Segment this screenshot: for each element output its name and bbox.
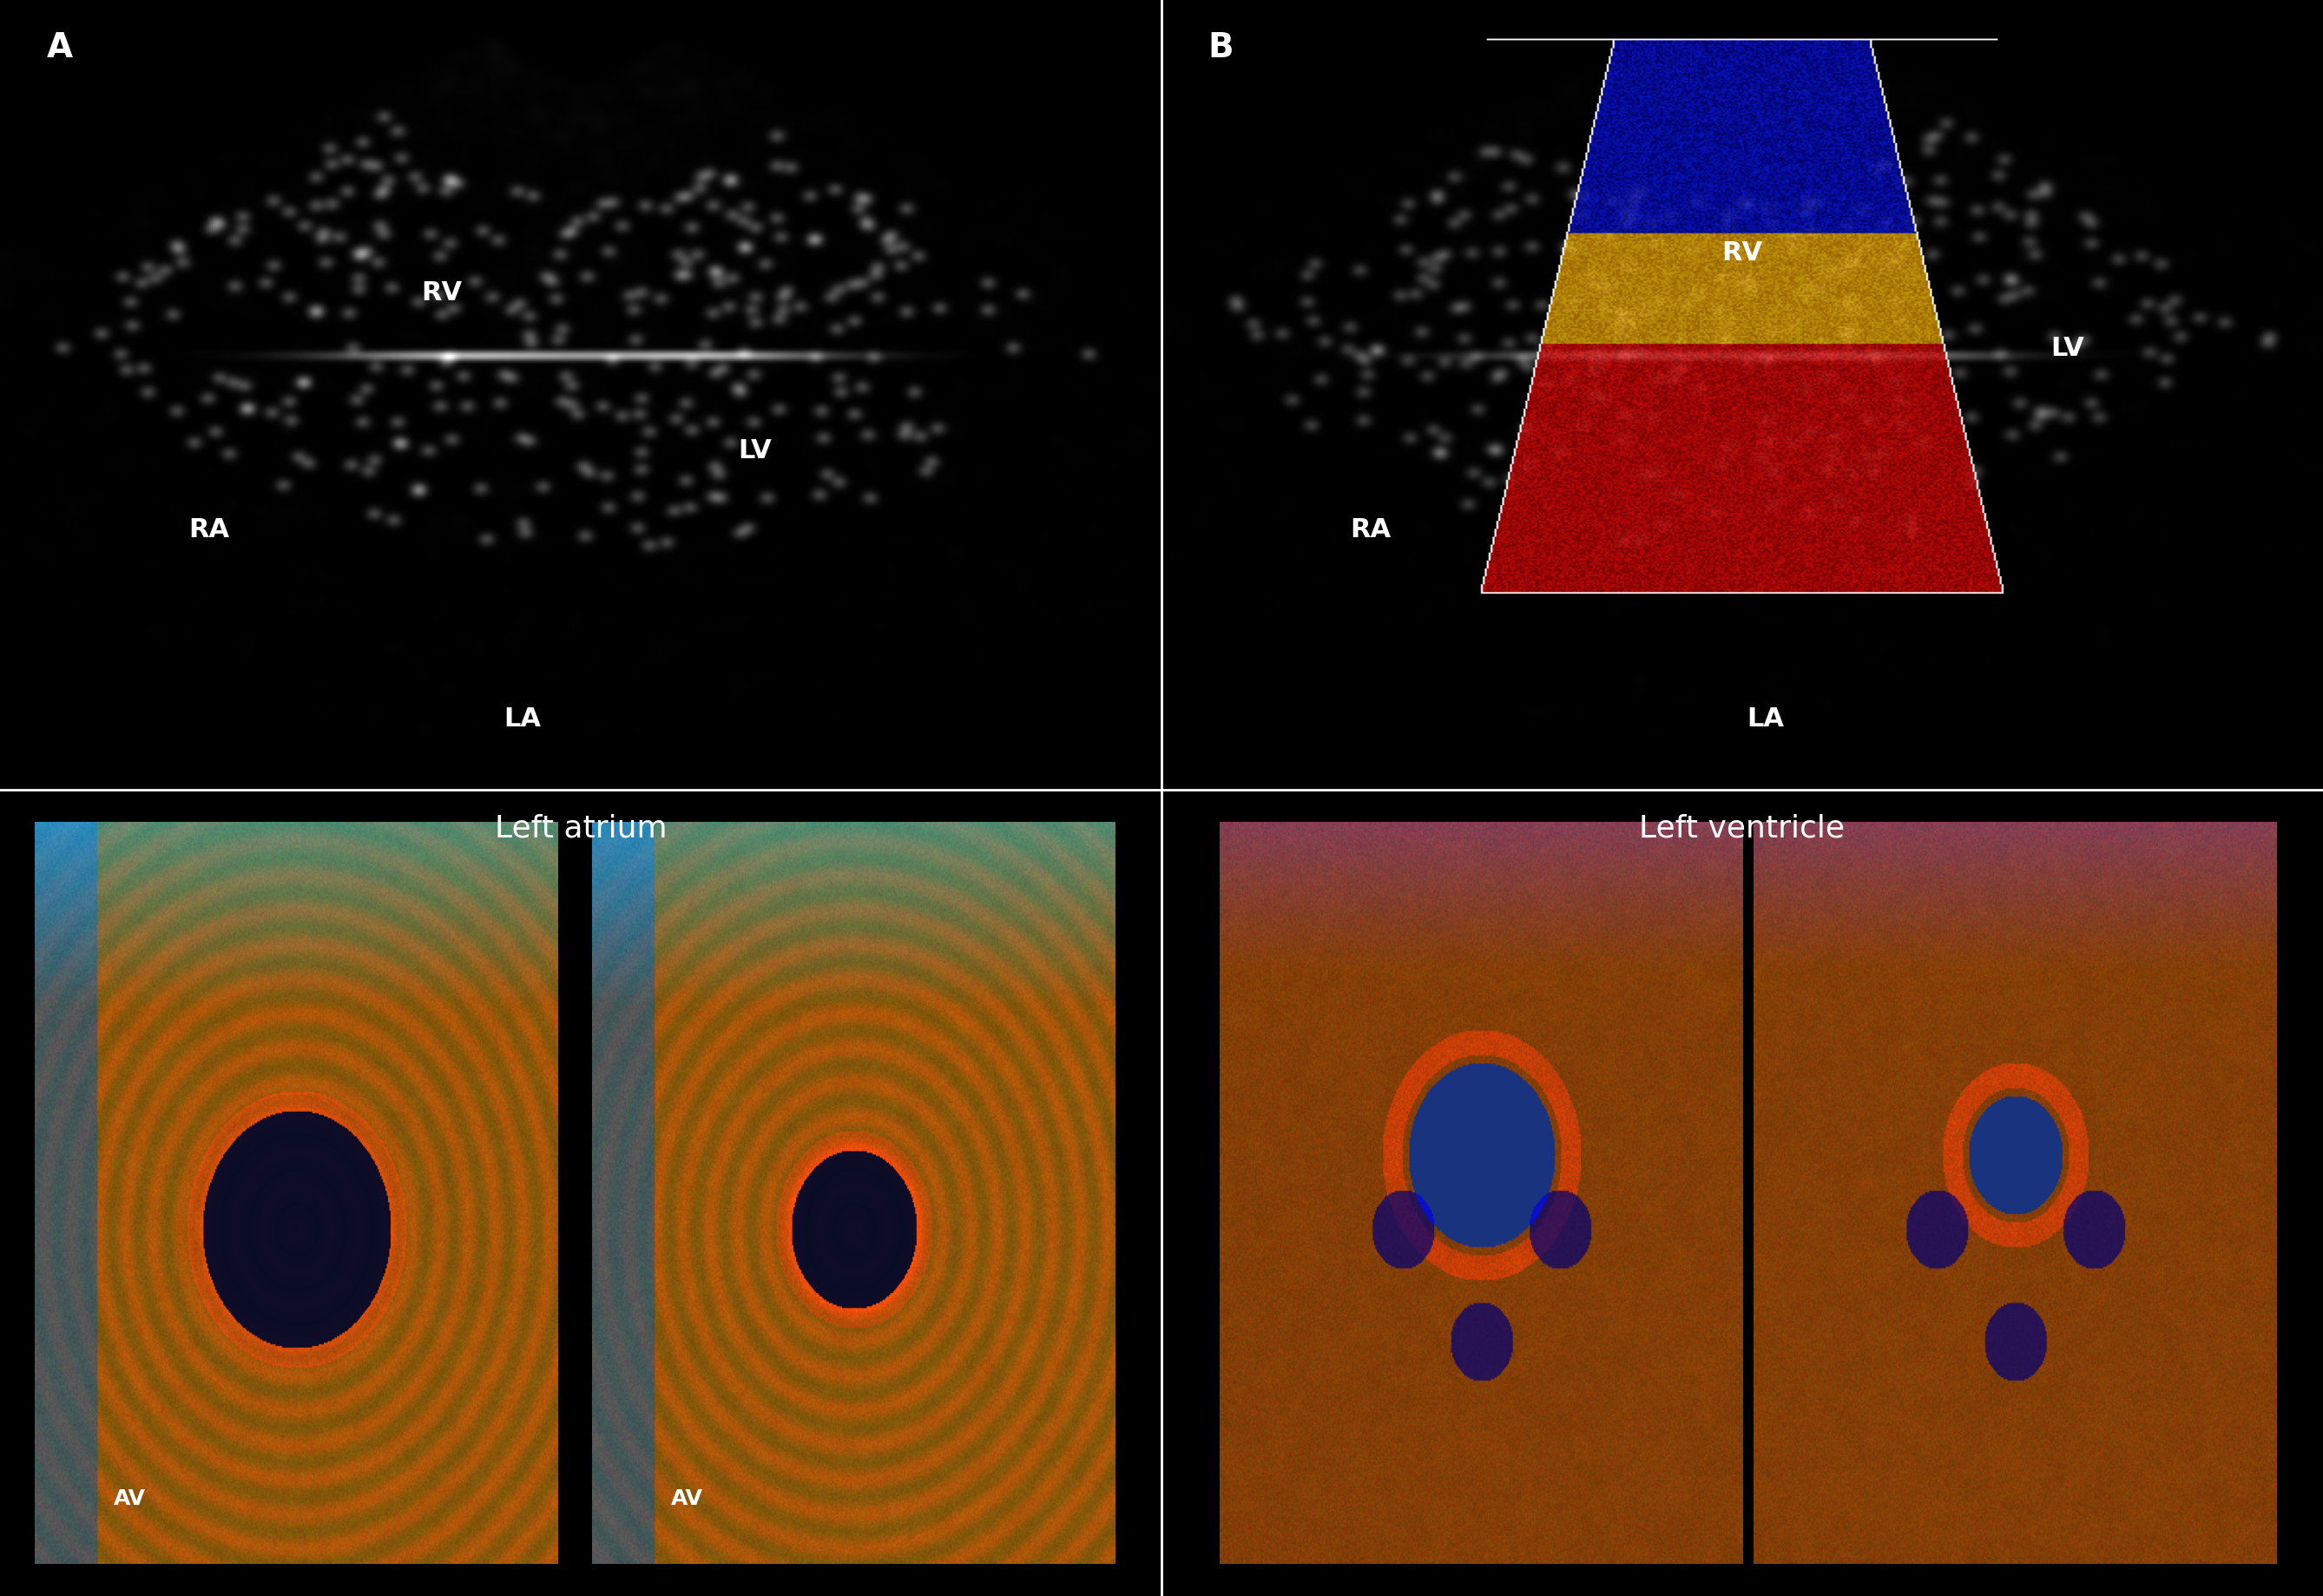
Text: RV: RV — [420, 281, 462, 305]
Text: LV: LV — [2051, 335, 2084, 361]
Text: Left atrium: Left atrium — [495, 814, 667, 843]
Text: RA: RA — [188, 517, 230, 543]
Text: AV: AV — [114, 1487, 146, 1510]
Text: LA: LA — [504, 707, 541, 733]
Text: RA: RA — [1350, 517, 1391, 543]
Text: AV: AV — [671, 1487, 704, 1510]
Text: A: A — [46, 32, 72, 64]
Text: LV: LV — [739, 439, 771, 463]
Text: Left ventricle: Left ventricle — [1640, 814, 1844, 843]
Text: B: B — [1208, 32, 1234, 64]
Text: LA: LA — [1747, 707, 1784, 733]
Text: RV: RV — [1721, 241, 1763, 267]
